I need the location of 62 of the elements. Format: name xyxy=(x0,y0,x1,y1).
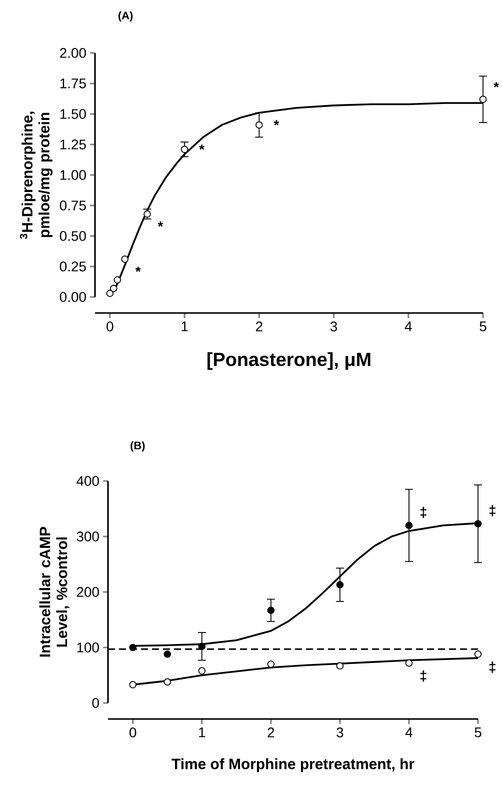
y-axis-title: Intracellular cAMP Level, %control xyxy=(39,526,70,657)
point xyxy=(180,146,188,154)
x-tick-label: 1 xyxy=(199,728,206,738)
chart-title: (B) xyxy=(130,441,145,452)
point xyxy=(121,256,128,263)
annotation: ‡ xyxy=(420,670,426,682)
y-tick-label: 0.25 xyxy=(60,262,86,272)
x-tick-label: 4 xyxy=(405,728,412,738)
point xyxy=(405,522,413,530)
point xyxy=(474,650,482,658)
annotation: ‡ xyxy=(489,505,496,516)
point xyxy=(336,662,344,670)
y-tick-label: 200 xyxy=(76,587,99,597)
point xyxy=(129,681,136,688)
point xyxy=(405,659,413,667)
point xyxy=(198,642,206,650)
point xyxy=(267,660,275,668)
x-tick-label: 2 xyxy=(256,322,262,332)
point xyxy=(129,644,136,652)
point xyxy=(256,121,263,129)
point xyxy=(110,284,118,292)
x-tick-label: 5 xyxy=(480,322,486,332)
annotation: * xyxy=(158,222,164,227)
chart-title: (A) xyxy=(118,11,133,22)
x-tick-label: 0 xyxy=(106,322,114,332)
point xyxy=(114,276,122,284)
x-axis-title: [Ponasterone], μM xyxy=(207,352,370,370)
x-axis-title: Time of Morphine pretreatment, hr xyxy=(172,758,414,772)
y-tick-label: 1.00 xyxy=(60,170,86,180)
annotation: * xyxy=(135,266,141,272)
annotation: * xyxy=(199,144,204,150)
y-tick-label: 1.25 xyxy=(60,140,86,150)
point xyxy=(479,96,487,104)
point xyxy=(106,290,114,297)
y-tick-label: 0.50 xyxy=(60,231,86,241)
annotation: ‡ xyxy=(420,506,426,518)
point xyxy=(198,667,206,674)
y-tick-label: 1.50 xyxy=(60,109,86,119)
x-tick-label: 5 xyxy=(474,728,482,738)
y-tick-label: 100 xyxy=(77,642,99,652)
x-tick-label: 0 xyxy=(130,728,136,738)
y-tick-label: 1.75 xyxy=(60,78,86,88)
annotation: * xyxy=(494,82,499,88)
x-tick-label: 3 xyxy=(336,728,344,738)
x-tick-label: 3 xyxy=(330,322,338,332)
point xyxy=(164,650,172,658)
annotation: ‡ xyxy=(489,662,496,673)
point xyxy=(474,520,482,528)
y-tick-label: 0 xyxy=(92,698,99,708)
x-tick-label: 2 xyxy=(268,728,274,738)
y-axis-title: $^{3}$H-Diprenorphine, pmloe/mg protein xyxy=(20,112,52,239)
y-tick-label: 300 xyxy=(76,532,99,542)
y-tick-label: 400 xyxy=(76,476,99,486)
x-tick-label: 1 xyxy=(182,322,188,332)
y-tick-label: 2.00 xyxy=(60,48,86,58)
point xyxy=(164,678,172,686)
y-tick-label: 0.75 xyxy=(60,200,86,210)
y-tick-label: 0.00 xyxy=(60,292,86,302)
point xyxy=(336,581,344,588)
point xyxy=(267,606,275,614)
x-tick-label: 4 xyxy=(404,322,412,332)
annotation: * xyxy=(274,120,280,126)
